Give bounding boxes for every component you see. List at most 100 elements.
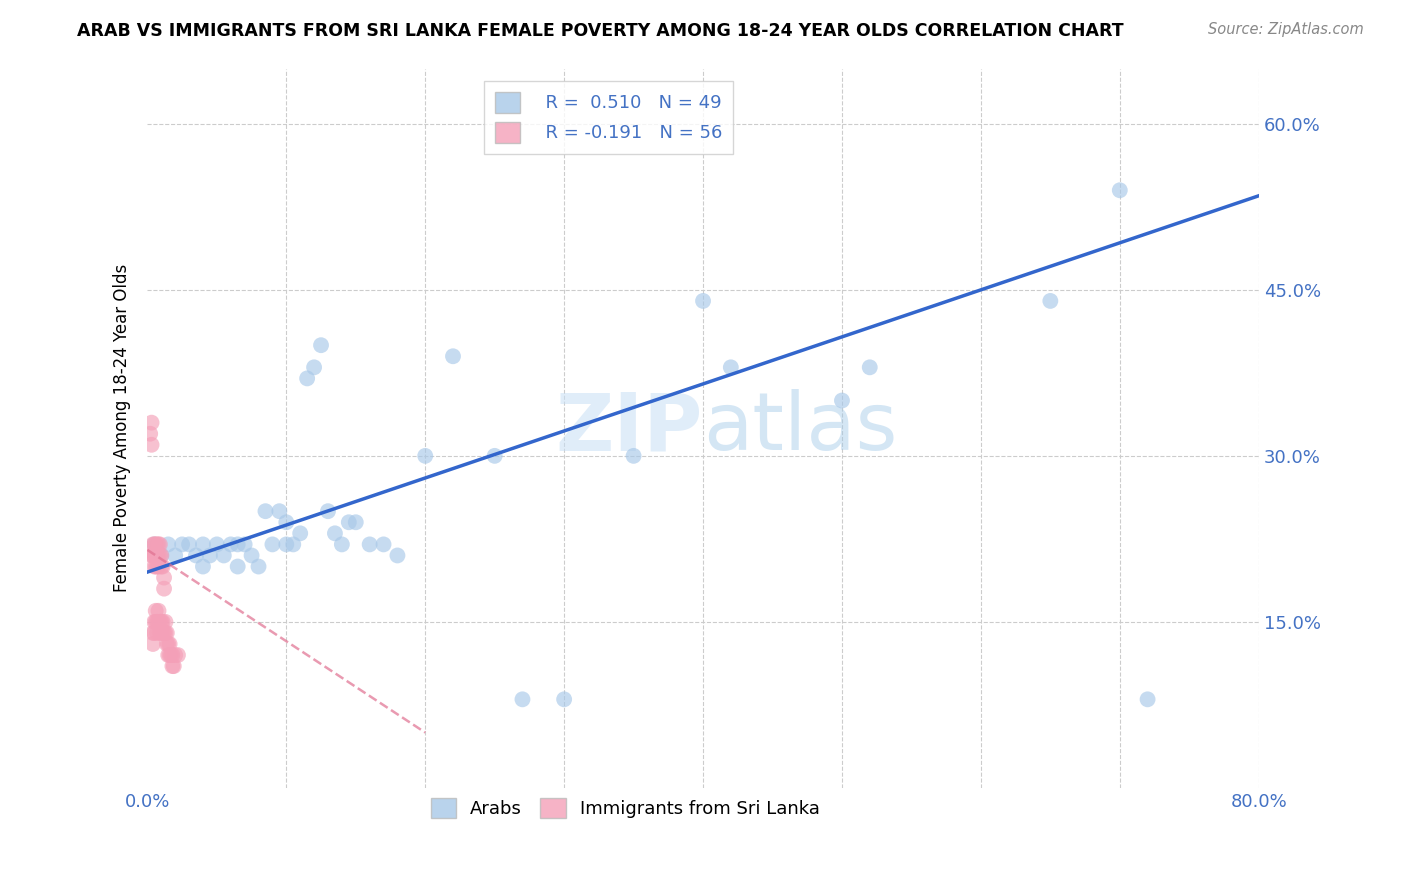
Point [143, 626, 166, 640]
Point [276, 537, 298, 551]
Point [150, 559, 173, 574]
Point [139, 426, 162, 441]
Point [247, 559, 270, 574]
Point [156, 626, 179, 640]
Point [145, 537, 167, 551]
Point [155, 615, 177, 629]
Point [157, 637, 180, 651]
Point [159, 637, 181, 651]
Point [623, 449, 645, 463]
Point [159, 648, 181, 662]
Point [309, 338, 332, 352]
Point [157, 648, 180, 662]
Point [157, 537, 180, 551]
Point [330, 537, 353, 551]
Point [149, 626, 172, 640]
Point [276, 515, 298, 529]
Point [152, 615, 174, 629]
Point [1108, 183, 1130, 197]
Point [155, 626, 177, 640]
Text: atlas: atlas [703, 389, 897, 467]
Text: ARAB VS IMMIGRANTS FROM SRI LANKA FEMALE POVERTY AMONG 18-24 YEAR OLDS CORRELATI: ARAB VS IMMIGRANTS FROM SRI LANKA FEMALE… [77, 22, 1123, 40]
Point [269, 504, 291, 518]
Point [859, 360, 882, 375]
Point [143, 615, 166, 629]
Point [219, 537, 242, 551]
Point [142, 626, 165, 640]
Point [720, 360, 742, 375]
Point [373, 537, 395, 551]
Point [153, 582, 176, 596]
Point [692, 293, 714, 308]
Point [226, 537, 249, 551]
Point [150, 549, 173, 563]
Point [1039, 293, 1062, 308]
Point [316, 504, 339, 518]
Point [831, 393, 853, 408]
Point [484, 449, 506, 463]
Point [150, 626, 173, 640]
Point [150, 549, 173, 563]
Text: Source: ZipAtlas.com: Source: ZipAtlas.com [1208, 22, 1364, 37]
Point [145, 549, 167, 563]
Point [153, 626, 176, 640]
Point [141, 416, 163, 430]
Point [145, 604, 167, 618]
Point [191, 537, 214, 551]
Point [146, 537, 169, 551]
Point [295, 371, 318, 385]
Point [205, 537, 228, 551]
Point [143, 549, 166, 563]
Point [148, 549, 170, 563]
Point [162, 648, 184, 662]
Point [387, 549, 409, 563]
Point [553, 692, 575, 706]
Point [240, 549, 263, 563]
Point [148, 615, 170, 629]
Point [165, 549, 187, 563]
Point [302, 360, 325, 375]
Point [146, 615, 169, 629]
Point [413, 449, 436, 463]
Point [262, 537, 284, 551]
Text: ZIP: ZIP [555, 389, 703, 467]
Point [143, 537, 166, 551]
Point [160, 648, 183, 662]
Point [143, 559, 166, 574]
Point [226, 559, 249, 574]
Point [283, 537, 305, 551]
Point [142, 537, 165, 551]
Point [156, 637, 179, 651]
Point [149, 537, 172, 551]
Point [142, 549, 165, 563]
Point [212, 549, 235, 563]
Point [337, 515, 360, 529]
Point [167, 648, 190, 662]
Point [146, 626, 169, 640]
Point [233, 537, 256, 551]
Point [150, 615, 173, 629]
Point [148, 604, 170, 618]
Point [141, 549, 163, 563]
Point [254, 504, 277, 518]
Point [177, 537, 200, 551]
Point [153, 571, 176, 585]
Point [142, 637, 165, 651]
Point [359, 537, 381, 551]
Point [149, 615, 172, 629]
Y-axis label: Female Poverty Among 18-24 Year Olds: Female Poverty Among 18-24 Year Olds [114, 264, 131, 592]
Point [163, 659, 186, 673]
Point [146, 549, 169, 563]
Point [152, 559, 174, 574]
Point [145, 559, 167, 574]
Legend: Arabs, Immigrants from Sri Lanka: Arabs, Immigrants from Sri Lanka [423, 790, 827, 826]
Point [290, 526, 312, 541]
Point [148, 559, 170, 574]
Point [323, 526, 346, 541]
Point [344, 515, 367, 529]
Point [165, 648, 187, 662]
Point [191, 559, 214, 574]
Point [143, 537, 166, 551]
Point [441, 349, 464, 363]
Point [148, 537, 170, 551]
